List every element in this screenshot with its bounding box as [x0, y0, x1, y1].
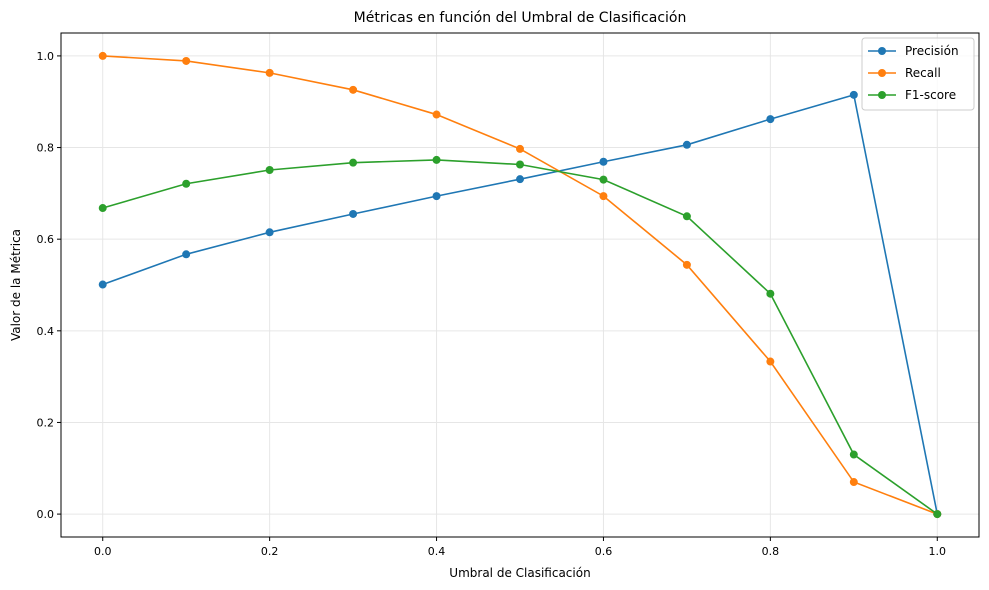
series-f1-score [98, 155, 942, 519]
data-point-f1-score [849, 450, 858, 459]
y-tick-label: 0.8 [37, 142, 55, 155]
legend-label: Recall [905, 66, 941, 80]
legend: Precisión Recall F1-score [861, 37, 975, 111]
data-point-precision [599, 157, 608, 166]
x-tick-label: 0.8 [762, 545, 780, 558]
data-point-precision [516, 175, 524, 184]
data-point-f1-score [682, 212, 691, 221]
x-tick-label: 0.0 [94, 545, 112, 558]
data-point-f1-score [98, 204, 107, 213]
y-tick-label: 0.6 [37, 233, 55, 246]
data-point-recall [349, 85, 358, 94]
x-axis-label: Umbral de Clasificación [449, 566, 590, 580]
data-point-f1-score [599, 175, 608, 184]
data-point-recall [265, 68, 274, 77]
data-point-precision [98, 280, 107, 289]
legend-swatch-marker [878, 91, 886, 99]
data-point-f1-score [182, 179, 191, 188]
series-layer [98, 51, 942, 519]
data-point-precision [766, 115, 775, 124]
legend-item-f1-score: F1-score [868, 88, 956, 102]
legend-swatch-marker [878, 69, 886, 77]
data-point-precision [849, 90, 858, 99]
x-tick-label: 0.6 [595, 545, 613, 558]
legend-items: Precisión Recall F1-score [868, 44, 959, 102]
data-point-f1-score [265, 165, 274, 174]
x-tick-label: 0.4 [428, 545, 446, 558]
data-point-f1-score [516, 160, 524, 169]
data-point-recall [182, 56, 191, 65]
plot-frame [60, 32, 980, 538]
x-tick-label: 0.2 [261, 545, 279, 558]
data-point-precision [182, 250, 191, 259]
y-axis-label: Valor de la Métrica [9, 229, 23, 341]
data-point-recall [516, 144, 524, 153]
legend-label: Precisión [905, 44, 959, 58]
data-point-f1-score [432, 155, 441, 164]
legend-swatch-marker [878, 47, 886, 55]
data-point-f1-score [766, 289, 775, 298]
data-point-f1-score [933, 510, 942, 519]
data-point-precision [432, 192, 441, 201]
legend-item-precision: Precisión [868, 44, 959, 58]
y-tick-label: 0.4 [37, 325, 55, 338]
data-point-recall [682, 260, 691, 269]
y-tick-label: 0.0 [37, 508, 55, 521]
data-point-recall [849, 478, 858, 487]
data-point-precision [682, 140, 691, 149]
ticks: 0.0 0.2 0.4 0.6 0.8 1.0 0.0 0.2 0.4 0.6 0.8 1.0 [37, 50, 947, 558]
data-point-recall [432, 110, 441, 119]
y-tick-label: 1.0 [37, 50, 55, 63]
chart-title: Métricas en función del Umbral de Clasif… [354, 10, 687, 26]
series-precision [98, 90, 942, 519]
data-point-recall [766, 357, 775, 366]
data-point-recall [98, 51, 107, 60]
legend-label: F1-score [905, 88, 956, 102]
data-point-f1-score [349, 158, 358, 167]
legend-item-recall: Recall [868, 66, 941, 80]
data-point-precision [265, 228, 274, 237]
data-point-precision [349, 209, 358, 218]
x-tick-label: 1.0 [929, 545, 947, 558]
legend-box [861, 37, 975, 111]
data-point-recall [599, 192, 608, 201]
y-tick-label: 0.2 [37, 416, 55, 429]
